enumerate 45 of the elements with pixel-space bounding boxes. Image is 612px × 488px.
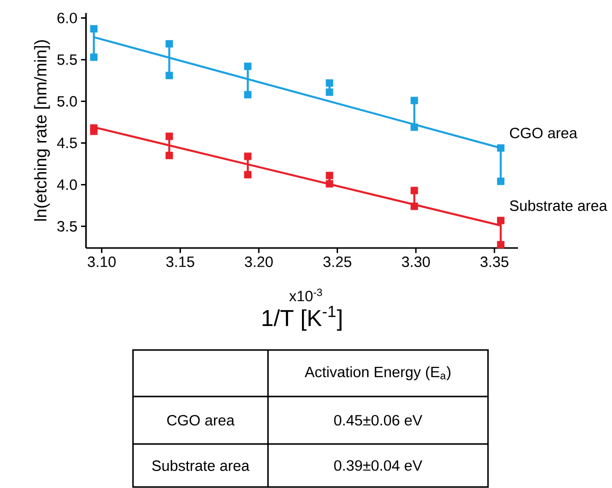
point [90, 128, 98, 136]
text: Activation Energy (E$_{a}$) [304, 366, 450, 380]
point [244, 62, 252, 70]
point [244, 152, 252, 160]
y-axis-title: ln(etching rate [nm/min]) [34, 40, 50, 221]
y-tick-label: 4.0 [57, 179, 77, 190]
point [410, 202, 418, 210]
y-tick-label: 4.5 [57, 138, 77, 148]
text: CGO area [167, 414, 235, 426]
point [244, 90, 252, 98]
point [326, 79, 334, 87]
point [90, 25, 98, 33]
series-label: Substrate area [510, 200, 608, 211]
series-label: CGO area [510, 128, 578, 138]
point [244, 170, 252, 178]
point [166, 72, 173, 80]
point [166, 152, 173, 160]
point [497, 178, 504, 186]
x-tick-label: 3.30 [402, 256, 430, 268]
point [410, 186, 418, 194]
point [326, 172, 334, 180]
text: x10$^{-3}$ [289, 288, 322, 302]
x-axis-title: 1/T [K$^{-1}$] [262, 306, 342, 331]
point [410, 96, 418, 104]
y-tick-label: 5.5 [57, 54, 77, 65]
point [497, 216, 504, 224]
x-tick-label: 3.10 [88, 256, 116, 268]
x-tick-label: 3.25 [323, 256, 352, 268]
text: Substrate area [152, 460, 250, 471]
point [166, 40, 173, 48]
y-tick-label: 6.0 [57, 12, 77, 24]
point [90, 53, 98, 61]
x-tick-label: 3.35 [480, 256, 508, 268]
point [166, 132, 173, 140]
point [326, 88, 334, 96]
point [497, 240, 504, 248]
point [326, 180, 334, 188]
text: 0.39±0.04 eV [334, 460, 422, 471]
x-tick-label: 3.15 [166, 256, 194, 268]
y-tick-label: 5.0 [57, 96, 77, 107]
point [410, 123, 418, 131]
y-tick-label: 3.5 [57, 221, 77, 232]
x-tick-label: 3.20 [244, 256, 273, 268]
text: 0.45±0.06 eV [334, 414, 422, 426]
point [497, 144, 504, 152]
